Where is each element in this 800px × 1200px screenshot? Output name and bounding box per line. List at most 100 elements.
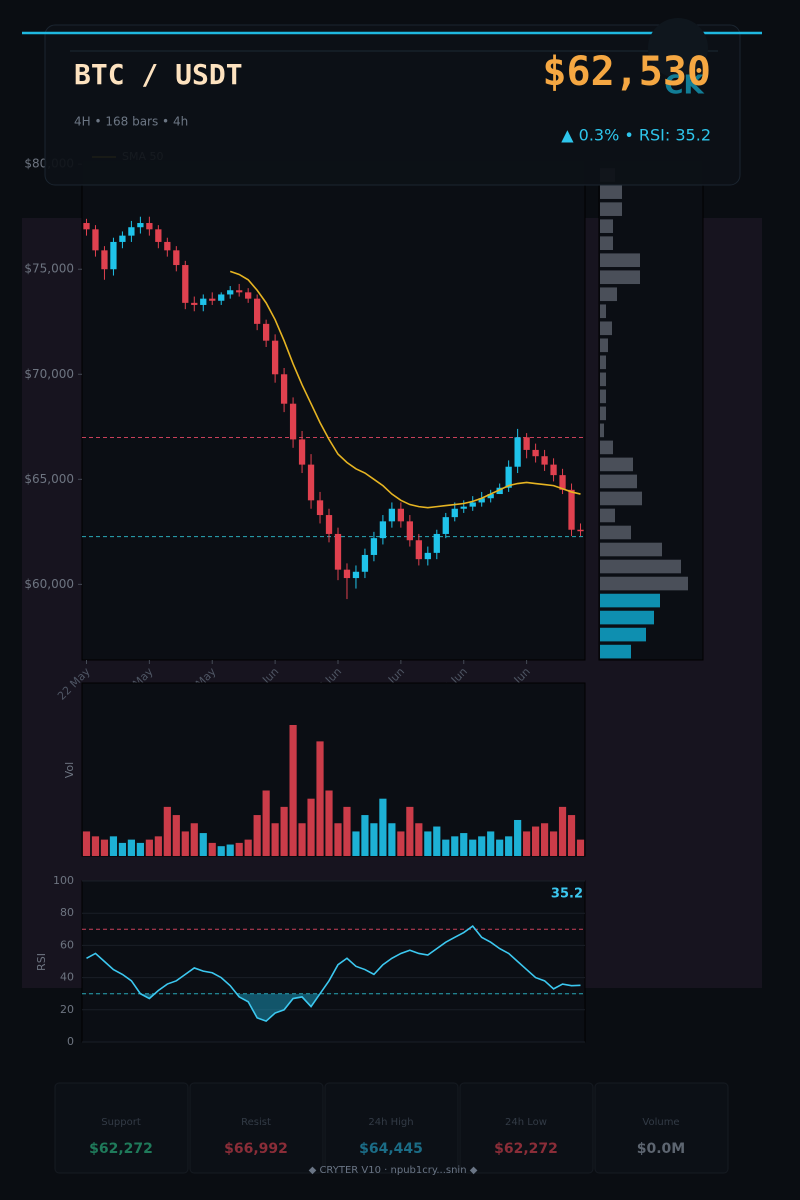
stat-card: [54, 1082, 189, 1174]
candle-body: [262, 323, 270, 341]
candle-body: [191, 302, 198, 305]
volume-bar: [244, 839, 252, 856]
volume-bar: [82, 831, 91, 856]
candle-body: [577, 529, 584, 532]
candle-body: [101, 250, 108, 270]
volume-bar: [478, 836, 486, 856]
candle-body: [532, 449, 539, 457]
candle-body: [478, 498, 485, 503]
stat-value: $62,272: [494, 1141, 558, 1157]
candle-body: [415, 540, 422, 560]
volume-bar: [307, 798, 315, 856]
profile-bar: [600, 576, 688, 591]
candle-body: [280, 374, 288, 404]
change: ▲ 0.3% • RSI: 35.2: [561, 126, 711, 145]
y-tick-label: 100: [53, 874, 74, 887]
volume-bar: [558, 806, 567, 856]
y-tick-label: 20: [60, 1003, 74, 1016]
stat-label: Volume: [642, 1117, 679, 1128]
candle-body: [110, 241, 117, 270]
volume-bar: [406, 806, 414, 856]
candle-body: [523, 437, 530, 450]
volume-bar: [109, 836, 118, 856]
volume-area: [81, 682, 586, 857]
volume-bar: [154, 836, 162, 856]
candle-body: [469, 502, 476, 507]
candle-body: [388, 508, 396, 522]
candle-body: [514, 437, 521, 467]
volume-bar: [388, 823, 396, 856]
candle-body: [128, 227, 135, 236]
candle-body: [568, 489, 575, 530]
volume-bar: [523, 831, 531, 856]
volume-bar: [576, 839, 585, 856]
rsi-value-label: 35.2: [551, 887, 583, 902]
profile-bar: [600, 627, 646, 642]
y-tick-label: $60,000: [24, 577, 74, 591]
volume-bar: [208, 842, 216, 856]
profile-bar: [600, 610, 654, 625]
profile-bar: [600, 338, 608, 353]
volume-bar: [424, 831, 432, 856]
candle-body: [245, 292, 252, 299]
volume-bar: [118, 842, 127, 856]
candle-body: [343, 569, 351, 579]
volume-bar: [343, 806, 351, 856]
candle-body: [236, 290, 243, 293]
stat-card: [189, 1082, 324, 1174]
candle-body: [325, 515, 333, 534]
volume-bar: [532, 826, 540, 856]
volume-bar: [334, 823, 342, 856]
volume-bar: [145, 839, 153, 856]
volume-bar: [469, 839, 477, 856]
volume-bar: [316, 741, 324, 856]
profile-bar: [600, 389, 606, 404]
profile-bar: [600, 185, 622, 199]
stat-value: $64,445: [359, 1141, 423, 1157]
stat-card: [324, 1082, 459, 1174]
candle-body: [173, 250, 180, 266]
candle-body: [155, 229, 162, 242]
footer: ◆ CRYTER V10 · npub1cry...snin ◆: [309, 1165, 478, 1176]
candle-body: [370, 538, 378, 555]
profile-area: [598, 159, 704, 661]
volume-bar: [235, 842, 243, 856]
candle-body: [460, 506, 467, 509]
profile-bar: [600, 559, 681, 574]
profile-bar: [600, 457, 633, 472]
candle-body: [200, 298, 207, 305]
candle-body: [424, 552, 431, 560]
candle-body: [379, 521, 387, 539]
volume-bar: [181, 831, 189, 856]
y-tick-label: 0: [67, 1035, 74, 1048]
candle-body: [361, 554, 369, 572]
sma-line: [229, 270, 581, 509]
profile-bar: [600, 542, 662, 557]
profile-bar: [600, 423, 604, 438]
profile-bar: [600, 321, 612, 336]
subtitle: 4H • 168 bars • 4h: [74, 115, 188, 129]
volume-bar: [487, 831, 495, 856]
stat-value: $0.0M: [637, 1141, 685, 1157]
volume-bar: [460, 833, 468, 856]
profile-bar: [600, 202, 622, 216]
volume-bar: [415, 823, 423, 856]
volume-bar: [298, 823, 306, 856]
rsi-line: [86, 924, 581, 1022]
candle-body: [254, 298, 261, 324]
volume-bar: [289, 725, 297, 856]
profile-bar: [600, 593, 660, 608]
profile-bar: [600, 406, 606, 421]
stat-label: Resist: [241, 1117, 271, 1128]
volume-bar: [127, 839, 135, 856]
candle-body: [83, 223, 90, 230]
y-tick-label: 40: [60, 971, 74, 984]
stats: Support $62,272 Resist $66,992 24h High $64,4…: [54, 1082, 729, 1174]
candle-body: [334, 533, 342, 570]
volume-bar: [451, 836, 459, 856]
profile-bar: [600, 644, 631, 659]
volume-bar: [397, 831, 405, 856]
y-tick-label: $70,000: [24, 367, 74, 381]
y-tick-label: $65,000: [24, 472, 74, 486]
y-axis-label: RSI: [35, 953, 48, 971]
